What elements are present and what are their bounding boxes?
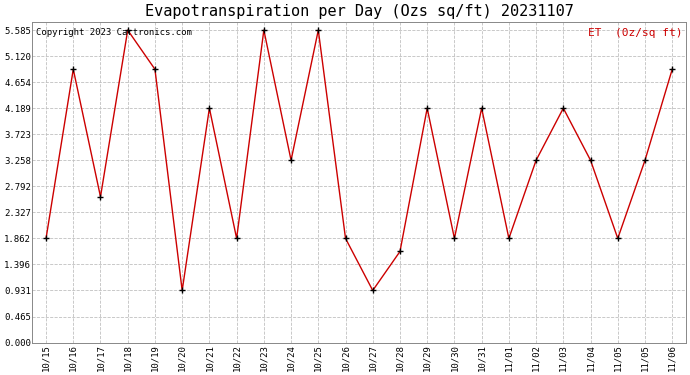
- Title: Evapotranspiration per Day (Ozs sq/ft) 20231107: Evapotranspiration per Day (Ozs sq/ft) 2…: [145, 4, 573, 19]
- Text: Copyright 2023 Cartronics.com: Copyright 2023 Cartronics.com: [36, 28, 192, 37]
- Text: ET  (0z/sq ft): ET (0z/sq ft): [588, 28, 682, 38]
